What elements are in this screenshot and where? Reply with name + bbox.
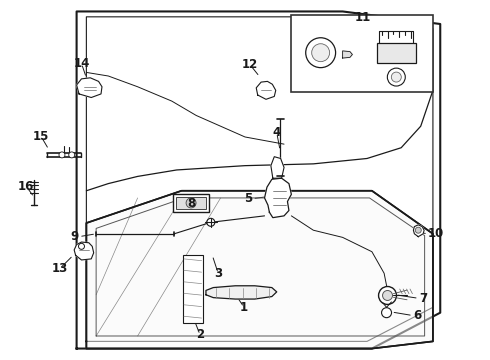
Text: 3: 3 (214, 267, 222, 280)
Circle shape (69, 152, 74, 158)
Text: 12: 12 (242, 58, 258, 71)
Polygon shape (206, 286, 277, 299)
Text: 15: 15 (33, 130, 49, 143)
Polygon shape (271, 157, 284, 178)
Text: 13: 13 (51, 262, 68, 275)
Text: 5: 5 (244, 192, 252, 205)
Polygon shape (76, 12, 440, 348)
Bar (292, 15, 433, 92)
Text: 2: 2 (196, 328, 204, 341)
Circle shape (388, 68, 405, 86)
Polygon shape (343, 51, 352, 58)
Bar (173, 194, 209, 212)
Text: 10: 10 (428, 227, 444, 240)
Text: 1: 1 (240, 301, 248, 314)
Circle shape (416, 227, 421, 233)
Circle shape (379, 287, 396, 305)
Polygon shape (265, 178, 292, 218)
Circle shape (306, 38, 336, 68)
Text: 11: 11 (355, 12, 371, 24)
Bar (377, 42, 416, 63)
Text: 9: 9 (71, 230, 79, 243)
Circle shape (383, 291, 392, 301)
Text: 8: 8 (187, 197, 196, 210)
Polygon shape (86, 191, 433, 348)
Text: 7: 7 (419, 292, 427, 305)
Circle shape (312, 44, 330, 62)
Text: 4: 4 (272, 126, 281, 139)
Bar (182, 255, 203, 323)
Circle shape (392, 72, 401, 82)
Polygon shape (76, 78, 102, 98)
Bar (176, 197, 206, 209)
Circle shape (207, 218, 215, 226)
Polygon shape (256, 81, 276, 99)
Polygon shape (414, 225, 424, 237)
Circle shape (382, 308, 392, 318)
Circle shape (186, 198, 196, 208)
Text: 16: 16 (18, 180, 34, 193)
Circle shape (78, 243, 84, 249)
Text: 6: 6 (413, 309, 421, 322)
Polygon shape (74, 242, 94, 260)
Circle shape (59, 152, 65, 158)
Text: 14: 14 (74, 57, 90, 70)
